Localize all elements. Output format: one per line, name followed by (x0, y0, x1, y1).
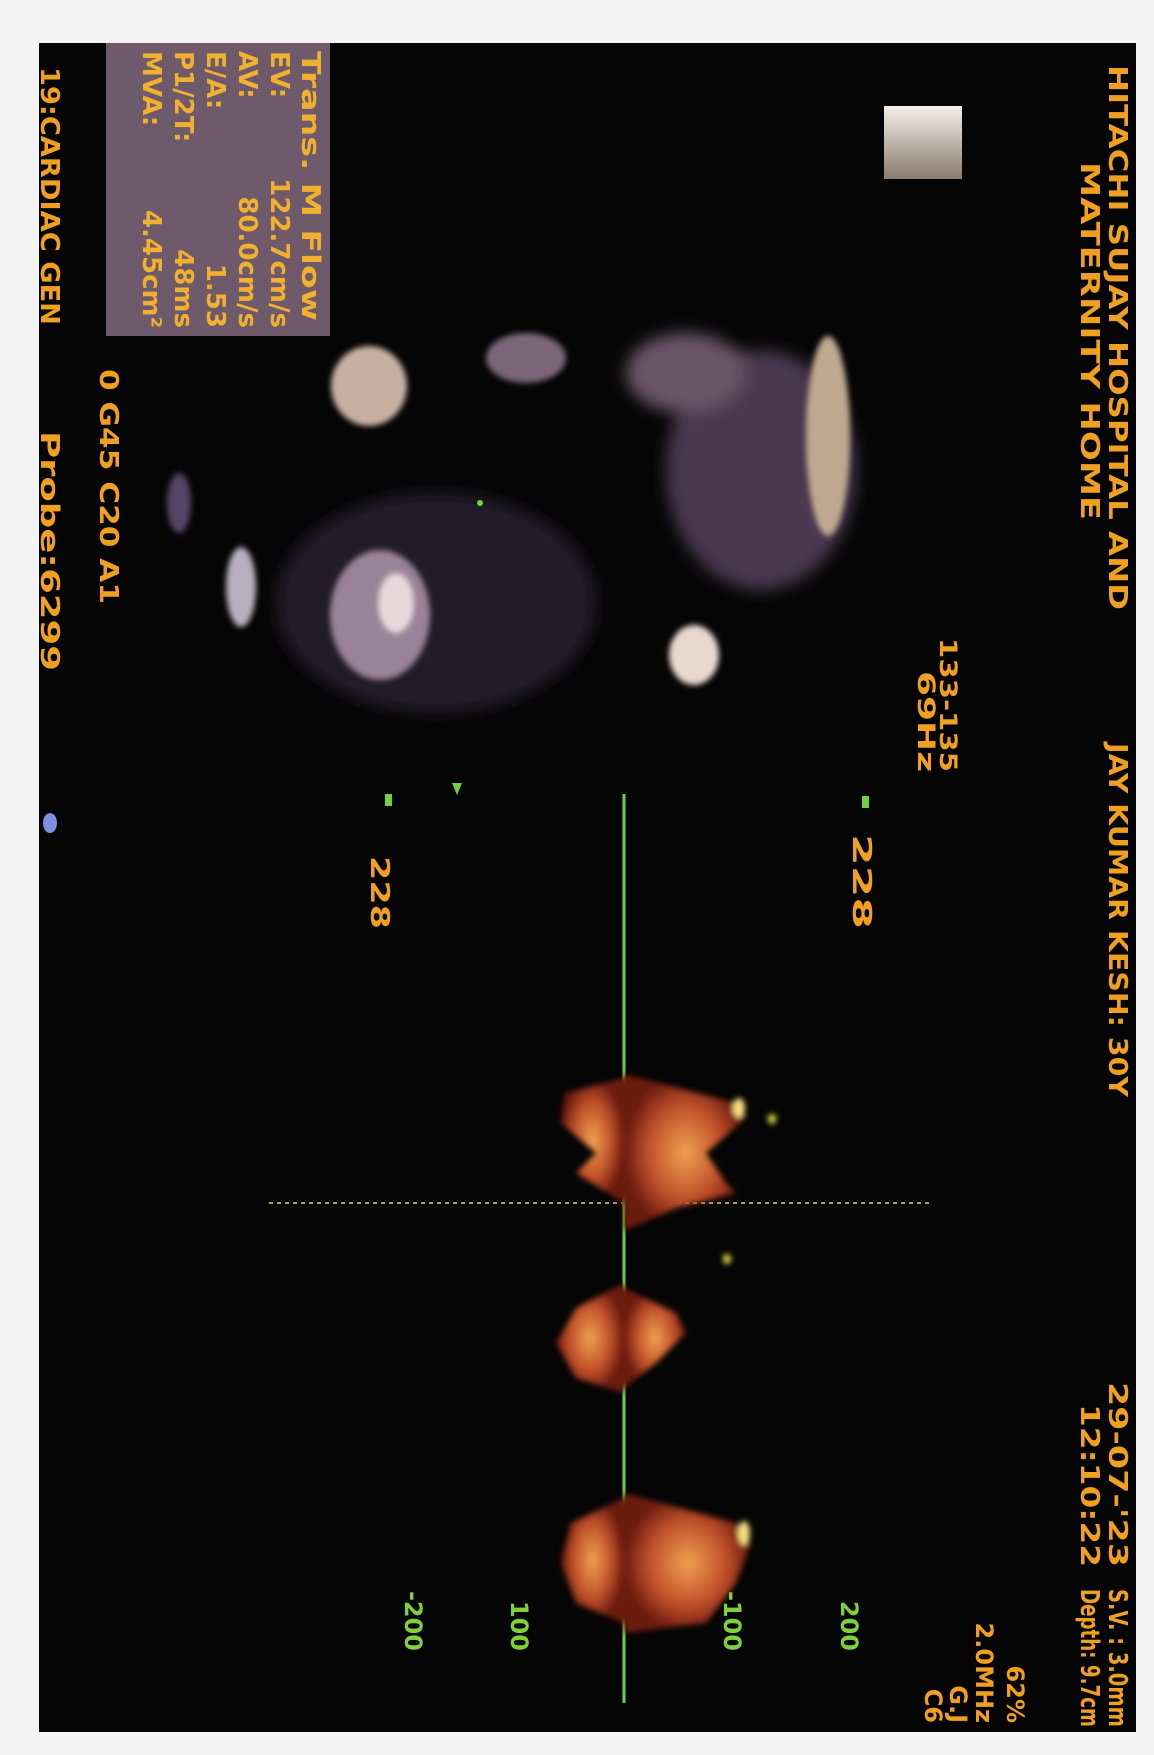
setting-text: 2.0MHz (970, 1623, 998, 1723)
marker (385, 794, 392, 806)
icon (43, 813, 57, 833)
depth-text: Depth: 9.7cm (1074, 1589, 1104, 1727)
panel-label: E/A: (200, 51, 230, 109)
marker-label: 228 (364, 856, 394, 929)
measurement-panel (106, 43, 330, 336)
panel-value: 48ms (168, 249, 198, 328)
time-text: 12:10:22 (1074, 1404, 1104, 1567)
color-bar (884, 106, 962, 179)
probe-text: Probe:6299 (39, 431, 64, 671)
scale-label: -200 (399, 1591, 427, 1651)
heart-rate: 133-135 (934, 638, 962, 772)
panel-label: MVA: (136, 51, 166, 126)
ultrasound-screen: HITACHI SUJAY HOSPITAL AND MATERNITY HOME… (34, 43, 1136, 1732)
doppler-waveform (556, 1074, 776, 1633)
scale-label: 100 (505, 1601, 533, 1651)
marker (862, 796, 869, 808)
setting-text: 62% (1001, 1666, 1029, 1723)
panel-title: Trans. M Flow (295, 51, 325, 321)
scale-label: -100 (718, 1591, 746, 1651)
panel-label: P1/2T: (168, 51, 198, 142)
preset-text: 19:CARDIAC GEN (39, 67, 64, 325)
prf-text: 69Hz (912, 671, 940, 772)
marker-label: 228 (846, 834, 876, 929)
b-mode-image (167, 333, 856, 713)
header-text: MATERNITY HOME (1074, 162, 1104, 520)
patient-text: JAY KUMAR KESH: 30Y (1102, 741, 1132, 1098)
scale-label: 200 (835, 1601, 863, 1651)
setting-text: G.J (944, 1685, 972, 1723)
gain-text: 0 G45 C20 A1 (93, 369, 123, 604)
setting-text: C6 (919, 1689, 947, 1723)
panel-value: 122.7cm/s (264, 178, 294, 328)
sample-volume: S.V. : 3.0mm (1102, 1589, 1132, 1727)
panel-label: EV: (264, 51, 294, 98)
panel-value: 1.53 (200, 264, 230, 328)
panel-label: AV: (232, 51, 262, 99)
panel-value: 80.0cm/s (232, 196, 262, 328)
header-text: HITACHI SUJAY HOSPITAL AND (1102, 65, 1132, 610)
marker (452, 783, 462, 795)
date-text: 29-07-'23 (1102, 1382, 1132, 1567)
panel-value: 4.45cm² (136, 210, 166, 328)
